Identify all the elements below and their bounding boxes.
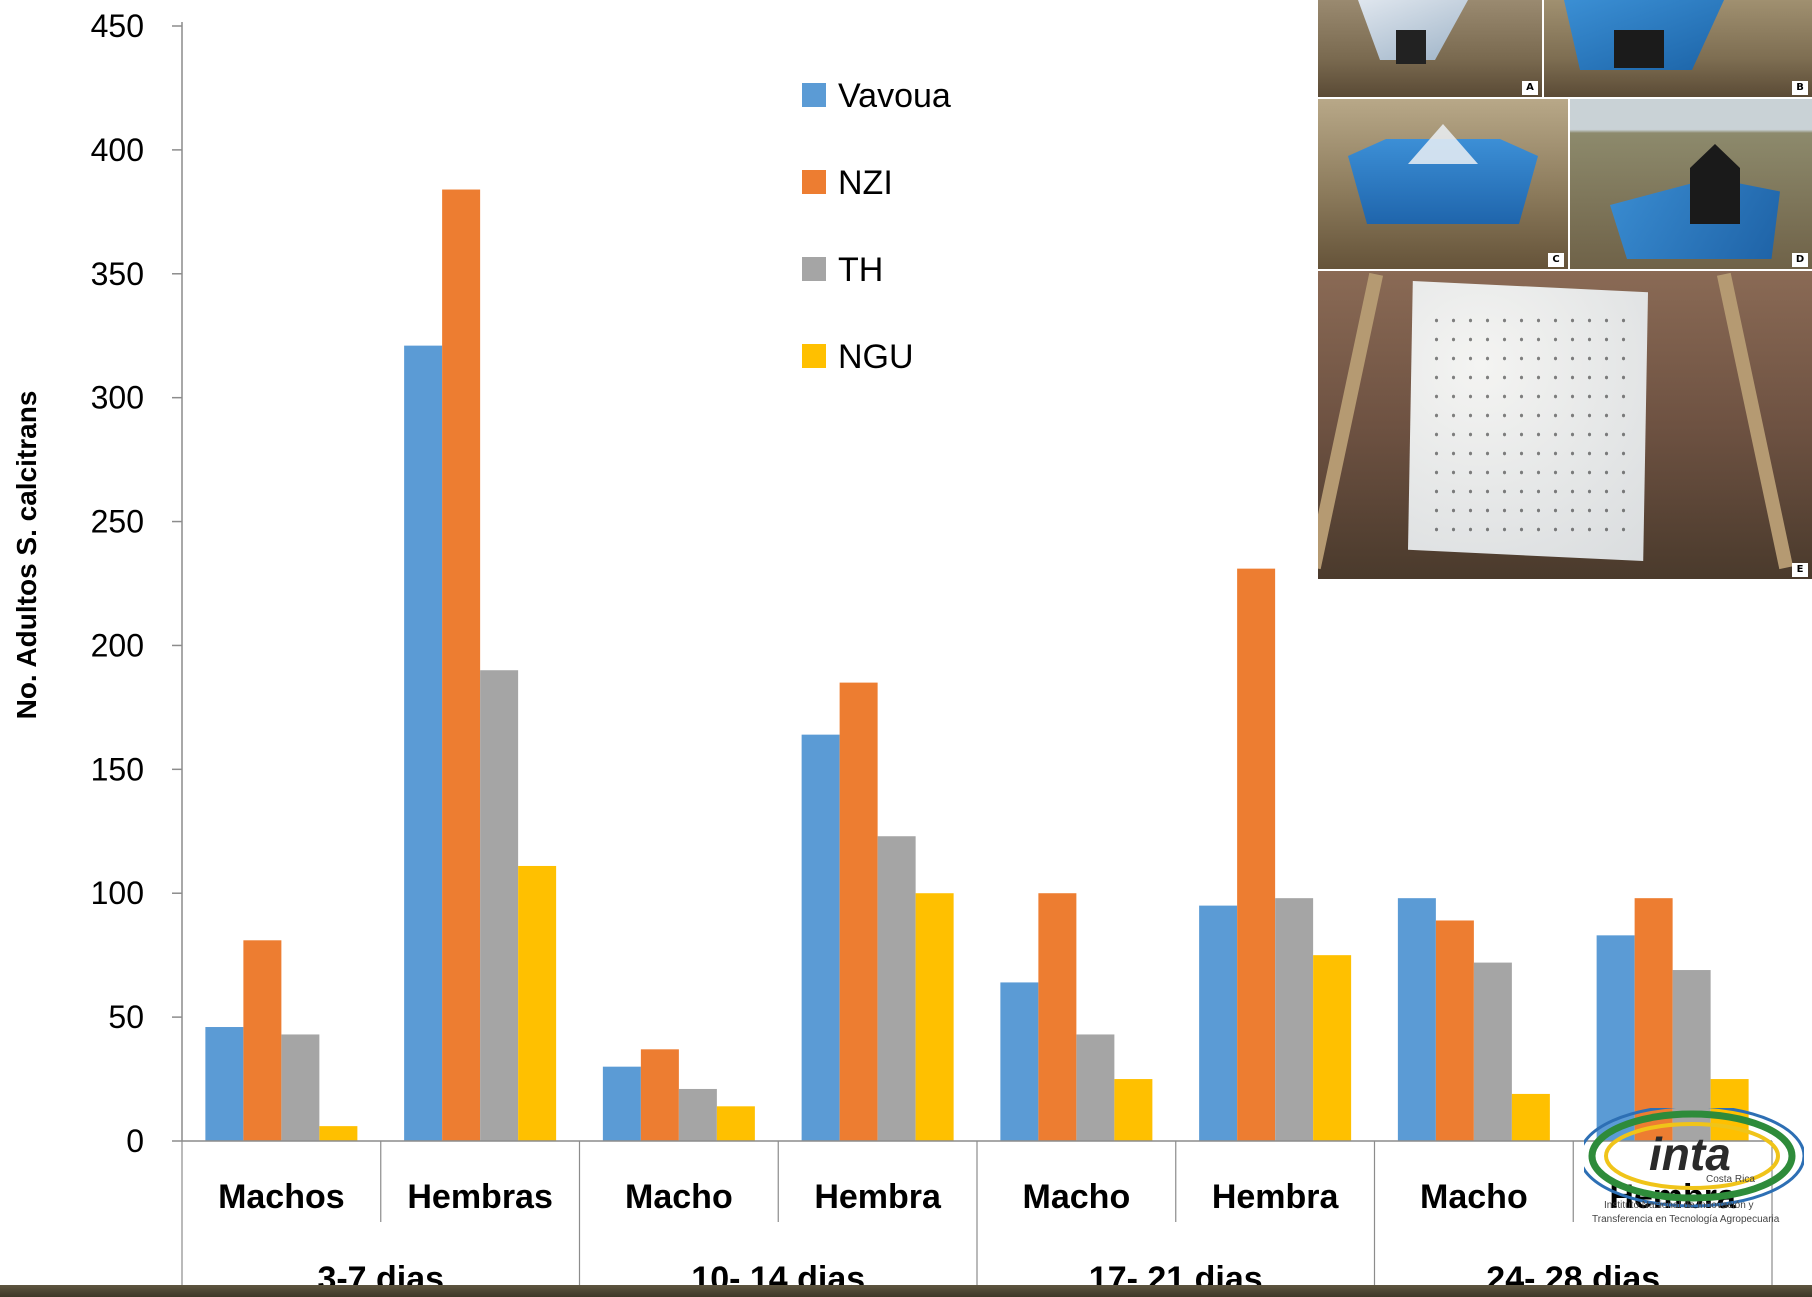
bar-vavoua-6 (1397, 898, 1436, 1141)
photo-letter-e: E (1792, 563, 1808, 577)
bar-nzi-5 (1237, 568, 1276, 1141)
y-tick-label: 50 (108, 999, 144, 1035)
bar-ngu-3 (915, 893, 954, 1141)
trap-photo-e: E (1318, 271, 1812, 579)
photo-letter-b: B (1792, 81, 1808, 95)
x-category-label: Macho (1420, 1178, 1528, 1216)
y-tick-label: 400 (91, 132, 144, 168)
logo-line-2: Transferencia en Tecnología Agropecuaria (1592, 1214, 1780, 1225)
bar-th-5 (1275, 898, 1314, 1141)
bar-nzi-6 (1435, 920, 1474, 1141)
y-tick-label: 450 (91, 8, 144, 44)
bar-vavoua-1 (404, 345, 443, 1142)
bars-layer (205, 189, 1749, 1142)
inta-logo: inta Costa Rica Instituto Nacional de In… (1578, 1104, 1806, 1228)
bar-ngu-1 (518, 865, 557, 1141)
x-category-label: Hembras (407, 1178, 553, 1216)
x-category-label: Machos (218, 1178, 345, 1216)
x-category-label: Hembra (1212, 1178, 1340, 1216)
y-tick-label: 250 (91, 504, 144, 540)
bar-ngu-6 (1511, 1093, 1550, 1141)
bar-ngu-5 (1313, 955, 1352, 1141)
y-axis: 0 50 100 150 200 250 300 350 400 450 (91, 8, 183, 1159)
y-tick-label: 150 (91, 751, 144, 787)
bar-th-4 (1076, 1034, 1115, 1141)
bar-ngu-0 (319, 1126, 358, 1141)
bar-th-2 (678, 1088, 717, 1141)
trap-photo-b: B (1544, 0, 1812, 97)
bar-nzi-1 (442, 189, 481, 1142)
bottom-decorative-strip (0, 1285, 1812, 1297)
x-category-label: Macho (1023, 1178, 1131, 1216)
x-axis: Machos Hembras Macho Hembra Macho Hembra Macho… (181, 1140, 1773, 1297)
bar-nzi-0 (243, 940, 282, 1141)
bar-vavoua-0 (205, 1027, 244, 1141)
bar-nzi-7 (1634, 898, 1673, 1141)
logo-country: Costa Rica (1706, 1174, 1755, 1185)
legend: Vavoua NZI TH NGU (802, 77, 951, 376)
legend-swatch-nzi (802, 170, 826, 194)
legend-swatch-vavoua (802, 83, 826, 107)
bar-vavoua-4 (1000, 982, 1039, 1141)
y-tick-label: 0 (126, 1123, 144, 1159)
y-tick-label: 300 (91, 380, 144, 416)
bar-th-6 (1473, 962, 1512, 1141)
bar-ngu-4 (1114, 1079, 1153, 1141)
x-category-label: Hembra (814, 1178, 942, 1216)
bar-th-3 (877, 836, 916, 1141)
legend-label-nzi: NZI (838, 164, 893, 202)
legend-swatch-ngu (802, 344, 826, 368)
bar-vavoua-3 (801, 734, 840, 1141)
y-tick-label: 200 (91, 627, 144, 663)
photo-letter-d: D (1792, 253, 1808, 267)
legend-label-ngu: NGU (838, 338, 914, 376)
y-tick-label: 350 (91, 256, 144, 292)
bar-nzi-3 (839, 682, 878, 1141)
bar-th-0 (281, 1034, 320, 1141)
x-category-label: Macho (625, 1178, 733, 1216)
y-tick-label: 100 (91, 875, 144, 911)
logo-wordmark: inta (1649, 1128, 1731, 1180)
trap-photo-d: D (1570, 99, 1812, 269)
bar-nzi-2 (640, 1049, 679, 1141)
photo-letter-c: C (1548, 253, 1564, 267)
y-axis-label: No. Adultos S. calcitrans (11, 391, 42, 720)
logo-line-1: Instituto Nacional de Innovación y (1604, 1200, 1754, 1211)
photo-letter-a: A (1522, 81, 1538, 95)
legend-label-vavoua: Vavoua (838, 77, 951, 115)
bar-nzi-4 (1038, 893, 1077, 1141)
trap-photo-a: A (1318, 0, 1542, 97)
bar-th-1 (480, 670, 519, 1141)
bar-ngu-2 (716, 1106, 755, 1141)
legend-label-th: TH (838, 251, 883, 289)
legend-swatch-th (802, 257, 826, 281)
bar-vavoua-2 (602, 1066, 641, 1141)
bar-vavoua-5 (1199, 905, 1238, 1141)
bar-vavoua-7 (1596, 935, 1635, 1141)
trap-photo-c: C (1318, 99, 1568, 269)
